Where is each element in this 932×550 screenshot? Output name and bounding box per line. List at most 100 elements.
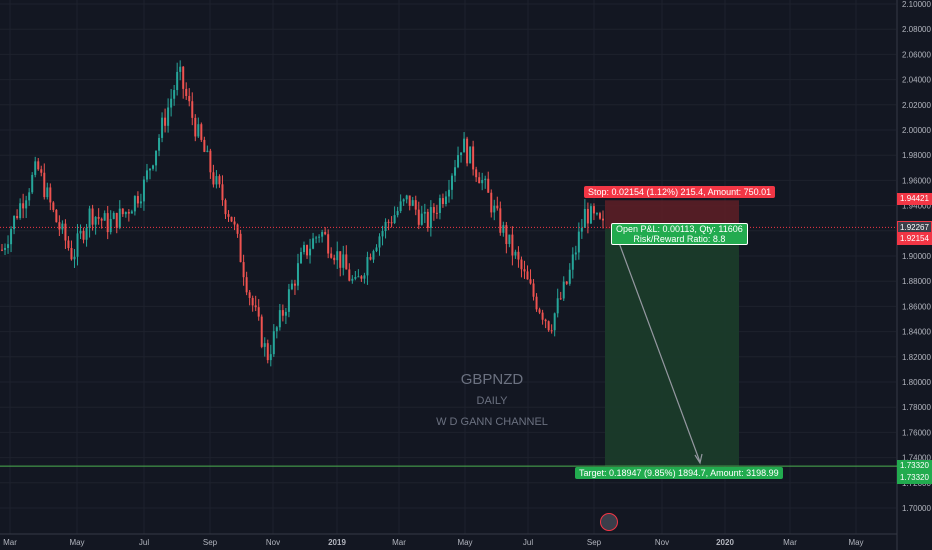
y-tick-label: 1.76000 [902, 428, 931, 437]
target-price-tag-secondary: 1.73320 [897, 472, 932, 484]
candle-body [170, 98, 173, 108]
candle-body [429, 207, 432, 228]
candle-body [28, 192, 31, 201]
candle-body [97, 216, 100, 219]
candle-body [245, 277, 248, 293]
candle-body [541, 312, 544, 320]
open-pnl-text: Open P&L: 0.00113, Qty: 11606 [616, 224, 743, 234]
stop-label[interactable]: Stop: 0.02154 (1.12%) 215.4, Amount: 750… [584, 186, 776, 198]
candle-body [164, 117, 167, 126]
candle-body [484, 178, 487, 180]
candle-body [67, 240, 70, 248]
candle-body [414, 200, 417, 210]
y-tick-label: 1.98000 [902, 151, 931, 160]
x-tick-label: Mar [783, 538, 797, 547]
candle-body [523, 269, 526, 272]
candle-body [514, 251, 517, 256]
open-pnl-label[interactable]: Open P&L: 0.00113, Qty: 11606 Risk/Rewar… [611, 223, 748, 245]
candle-body [517, 251, 520, 260]
candle-body [460, 152, 463, 156]
candle-body [136, 196, 139, 204]
target-label[interactable]: Target: 0.18947 (9.85%) 1894.7, Amount: … [575, 467, 783, 479]
candle-body [303, 245, 306, 253]
candle-body [411, 200, 414, 206]
candle-body [299, 252, 302, 264]
candle-body [13, 215, 16, 230]
candle-body [10, 229, 13, 245]
y-tick-label: 1.82000 [902, 353, 931, 362]
candle-body [454, 167, 457, 176]
candle-body [161, 117, 164, 138]
candle-body [106, 213, 109, 233]
candle-body [200, 124, 203, 140]
candle-body [592, 206, 595, 214]
candle-body [420, 213, 423, 225]
candle-body [43, 172, 46, 198]
candle-body [176, 71, 179, 91]
candle-body [586, 208, 589, 224]
candle-body [100, 218, 103, 221]
candle-body [242, 262, 245, 278]
candle-body [281, 310, 284, 316]
y-tick-label: 1.86000 [902, 302, 931, 311]
candle-body [396, 211, 399, 216]
stop-price-tag: 1.94421 [897, 193, 932, 205]
candle-body [82, 230, 85, 240]
candle-body [354, 277, 357, 279]
candle-body [381, 231, 384, 237]
x-tick-label: Nov [266, 538, 280, 547]
candle-body [375, 247, 378, 252]
y-tick-label: 2.00000 [902, 126, 931, 135]
candle-body [481, 179, 484, 184]
y-tick-label: 2.08000 [902, 25, 931, 34]
candle-body [188, 95, 191, 102]
candle-body [580, 227, 583, 232]
candle-body [315, 237, 318, 239]
candle-body [475, 169, 478, 178]
candle-body [197, 124, 200, 137]
candle-body [254, 305, 257, 308]
candle-body [124, 212, 127, 215]
candle-body [550, 330, 553, 332]
candle-body [508, 234, 511, 245]
candle-body [85, 227, 88, 240]
candle-body [577, 231, 580, 253]
entry-price-tag: 1.92154 [897, 233, 932, 245]
y-tick-label: 1.78000 [902, 403, 931, 412]
candle-body [296, 263, 299, 286]
candle-body [405, 195, 408, 200]
candle-body [463, 138, 466, 153]
x-tick-label: May [457, 538, 472, 547]
candle-body [49, 187, 52, 203]
symbol-watermark: GBPNZD [460, 371, 524, 388]
candle-body [248, 292, 251, 298]
candle-body [266, 343, 269, 361]
candle-body [472, 146, 475, 170]
y-tick-label: 2.10000 [902, 0, 931, 9]
candle-body [330, 253, 333, 258]
candle-body [239, 233, 242, 263]
candle-body [88, 208, 91, 228]
candle-body [399, 201, 402, 212]
x-tick-label: Mar [3, 538, 17, 547]
candle-body [179, 66, 182, 72]
candle-body [275, 327, 278, 332]
y-tick-label: 1.70000 [902, 504, 931, 513]
candle-body [387, 221, 390, 223]
candle-body [70, 247, 73, 260]
candle-body [16, 215, 19, 219]
candle-body [7, 244, 10, 248]
x-tick-label: Sep [203, 538, 218, 547]
candle-body [444, 196, 447, 205]
candle-body [469, 146, 472, 164]
tradingview-logo-icon[interactable] [600, 513, 618, 531]
candle-body [230, 216, 233, 222]
candle-body [233, 221, 236, 225]
candle-body [118, 208, 121, 228]
candle-body [423, 211, 426, 214]
candle-body [535, 296, 538, 310]
candle-body [547, 321, 550, 331]
candle-body [502, 225, 505, 233]
candle-body [260, 316, 263, 347]
